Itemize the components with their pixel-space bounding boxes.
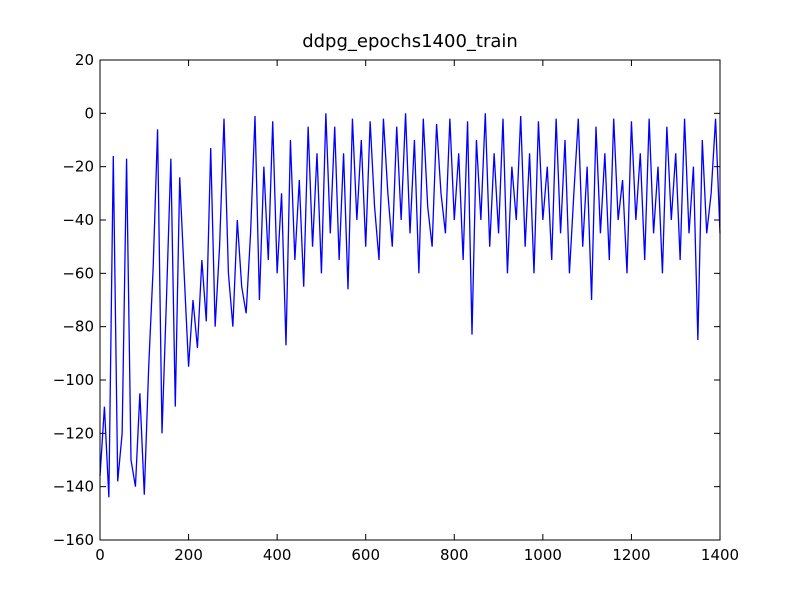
y-tick-label: −60 [62,264,94,282]
x-tick-label: 400 [263,546,292,564]
x-tick-label: 0 [95,546,105,564]
x-tick-label: 600 [351,546,380,564]
x-tick-label: 200 [174,546,203,564]
y-tick-label: −20 [62,158,94,176]
y-tick-label: −80 [62,318,94,336]
y-tick-label: 0 [84,104,94,122]
x-tick-label: 800 [440,546,469,564]
x-tick-label: 1400 [701,546,739,564]
y-tick-label: −100 [53,371,94,389]
data-line [99,113,721,498]
x-tick-label: 1000 [524,546,562,564]
plot-frame [99,59,721,541]
y-tick-label: 20 [75,51,94,69]
x-tick-label: 1200 [612,546,650,564]
y-tick-label: −140 [53,478,94,496]
y-tick-label: −160 [53,531,94,549]
y-tick-label: −40 [62,211,94,229]
y-tick-label: −120 [53,424,94,442]
chart-title: ddpg_epochs1400_train [302,31,518,52]
